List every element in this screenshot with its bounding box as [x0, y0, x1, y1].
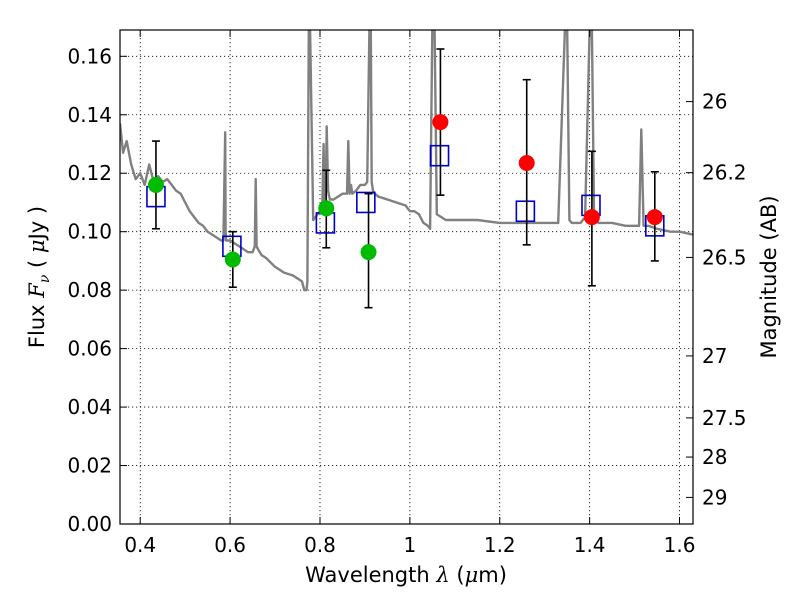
y2-tick-label: 26	[702, 90, 727, 114]
y-tick-label: 0.14	[67, 103, 112, 127]
y-tick-label: 0.04	[67, 395, 112, 419]
y-tick-label: 0.16	[67, 44, 112, 68]
x-tick-label: 0.8	[304, 533, 336, 557]
y2-tick-label: 27	[702, 344, 727, 368]
x-tick-label: 1	[404, 533, 417, 557]
y2-tick-label: 27.5	[702, 406, 747, 430]
ticks: 0.4 0.6 0.8 1 1.2 1.4 1.6 0.00 0.02 0.04 0.06 0.08 0…	[67, 30, 747, 557]
x-tick-label: 0.6	[214, 533, 246, 557]
observed-point	[360, 244, 377, 261]
observed-point	[583, 209, 600, 226]
x-tick-label: 0.4	[124, 533, 156, 557]
y-axis-unit-open: (	[25, 260, 49, 268]
y-tick-label: 0.00	[67, 512, 112, 536]
y-axis-title: Flux	[25, 304, 49, 348]
observed-point	[147, 176, 164, 193]
y-tick-label: 0.10	[67, 220, 112, 244]
observed-point	[518, 155, 535, 171]
y-tick-label: 0.08	[67, 278, 112, 302]
y2-tick-label: 26.5	[702, 245, 747, 269]
model-spectrum-line	[120, 30, 693, 292]
y-tick-label: 0.12	[67, 161, 112, 185]
observation-layer	[147, 114, 663, 268]
x-tick-label: 1.2	[484, 533, 516, 557]
y2-axis-label: Magnitude (AB)	[757, 195, 781, 358]
x-axis-label: Wavelength λ (μm)	[305, 563, 507, 587]
x-tick-label: 1.6	[664, 533, 696, 557]
y2-tick-label: 26.2	[702, 161, 747, 185]
bandpass-box	[429, 144, 450, 167]
y-axis-symbol-sub: ν	[37, 274, 53, 283]
y2-tick-label: 29	[702, 485, 727, 509]
x-axis-title: Wavelength	[305, 563, 430, 587]
observed-point	[318, 200, 335, 217]
observed-point	[224, 251, 241, 268]
model-spectrum-layer	[120, 30, 693, 292]
y-tick-label: 0.06	[67, 337, 112, 361]
y-axis-unit-rest: Jy )	[25, 206, 49, 242]
bandpass-box	[356, 191, 376, 214]
x-axis-symbol: λ	[435, 563, 449, 587]
y-axis-label: Flux Fν ( μJy )	[25, 206, 53, 348]
observed-point	[646, 209, 663, 226]
y-tick-label: 0.02	[67, 454, 112, 478]
y-axis-symbol: F	[25, 282, 49, 299]
bandpass-box	[515, 200, 536, 223]
y2-tick-label: 28	[702, 445, 727, 469]
plot-frame	[119, 29, 694, 525]
x-tick-label: 1.4	[574, 533, 606, 557]
x-axis-unit-mu: μ	[465, 563, 479, 587]
x-axis-unit-open: (	[456, 563, 464, 587]
y-axis-unit-mu: μ	[25, 239, 49, 253]
x-axis-unit-rest: m)	[478, 563, 507, 587]
observed-point	[432, 114, 449, 131]
